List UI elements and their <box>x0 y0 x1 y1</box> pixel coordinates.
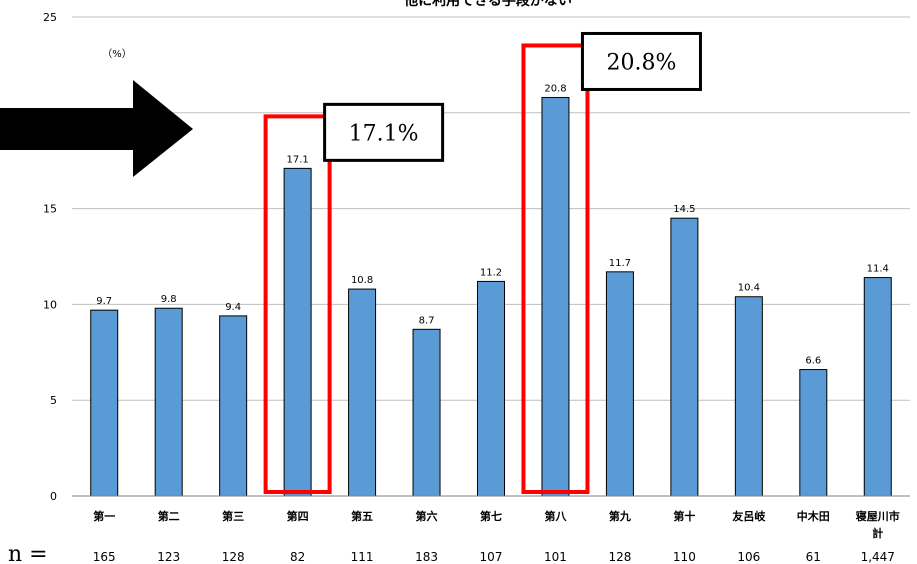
sample-size: 107 <box>480 550 503 564</box>
highlight-box <box>521 43 590 495</box>
category-label: 友呂岐 <box>732 509 766 523</box>
category-label: 中木田 <box>797 509 830 523</box>
bar <box>734 296 763 497</box>
bar <box>348 288 377 497</box>
sample-size: 1,447 <box>861 550 895 564</box>
sample-size: 128 <box>608 550 631 564</box>
data-label: 10.4 <box>738 283 760 294</box>
y-tick-label: 5 <box>50 394 57 407</box>
data-label: 9.7 <box>96 296 112 307</box>
data-label: 11.4 <box>867 264 889 275</box>
sample-size: 106 <box>737 550 760 564</box>
bar <box>670 217 699 497</box>
sample-size: 110 <box>673 550 696 564</box>
bar <box>799 369 828 497</box>
highlight-box <box>263 114 332 494</box>
category-label: 第四 <box>287 509 309 523</box>
n-label: n = <box>8 542 48 564</box>
category-labels: 第一 第二 第三 第四 第五 第六 第七 第八 第九 第十 友呂岐 中木田 寝屋川市計 <box>93 509 900 540</box>
data-label: 9.8 <box>161 294 177 305</box>
data-labels: 9.7 9.8 9.4 17.1 10.8 8.7 11.2 20.8 11.7 14.5 10.4… <box>96 83 889 366</box>
unit-label: （%） <box>102 48 132 60</box>
category-label: 第八 <box>544 509 567 523</box>
bar <box>605 271 634 497</box>
bar <box>219 315 248 497</box>
callout-label: 20.8% <box>607 50 677 75</box>
sample-size: 61 <box>806 550 821 564</box>
chart-title: 他に利用できる手段がない <box>403 0 572 9</box>
y-axis-ticks: 0510152025 <box>43 11 57 503</box>
sample-size: 82 <box>290 550 305 564</box>
category-label: 寝屋川市計 <box>856 509 900 540</box>
category-label: 第七 <box>480 509 502 523</box>
highlights: 17.1% 20.8% <box>263 31 702 495</box>
bars <box>90 96 892 497</box>
data-label: 9.4 <box>225 302 241 313</box>
callout-box <box>323 102 445 162</box>
bar <box>154 307 183 497</box>
category-label: 第六 <box>416 509 438 523</box>
arrow-icon <box>0 80 193 177</box>
callout-box <box>580 31 702 91</box>
data-label: 17.1 <box>286 154 308 165</box>
sample-size: 101 <box>544 550 567 564</box>
sample-size: 128 <box>222 550 245 564</box>
sample-size: 111 <box>351 550 374 564</box>
y-tick-label: 15 <box>43 203 57 216</box>
bar <box>412 328 441 497</box>
sample-size: 123 <box>157 550 180 564</box>
gridlines <box>72 16 910 401</box>
sample-sizes: 165 123 128 82 111 183 107 101 128 110 106 61 1,447 <box>93 550 895 564</box>
sample-size: 183 <box>415 550 438 564</box>
data-label: 10.8 <box>351 275 373 286</box>
data-label: 20.8 <box>544 83 566 94</box>
data-label: 6.6 <box>805 356 821 367</box>
data-label: 11.7 <box>609 258 631 269</box>
y-tick-label: 10 <box>43 298 57 311</box>
bar <box>283 167 312 497</box>
sample-size: 165 <box>93 550 116 564</box>
bar <box>477 280 505 497</box>
data-label: 8.7 <box>419 315 435 326</box>
category-label: 第一 <box>93 509 115 523</box>
data-label: 11.2 <box>480 267 502 278</box>
category-label: 第九 <box>609 509 631 523</box>
y-tick-label: 0 <box>50 490 57 503</box>
bar <box>541 96 570 497</box>
y-tick-label: 25 <box>43 11 57 24</box>
category-label: 第十 <box>673 509 695 523</box>
category-label: 第三 <box>222 509 244 523</box>
data-label: 14.5 <box>673 204 695 215</box>
category-label: 第二 <box>158 509 180 523</box>
category-label: 第五 <box>351 509 373 523</box>
bar <box>90 309 119 497</box>
callout-label: 17.1% <box>349 121 419 146</box>
bar <box>863 277 892 497</box>
